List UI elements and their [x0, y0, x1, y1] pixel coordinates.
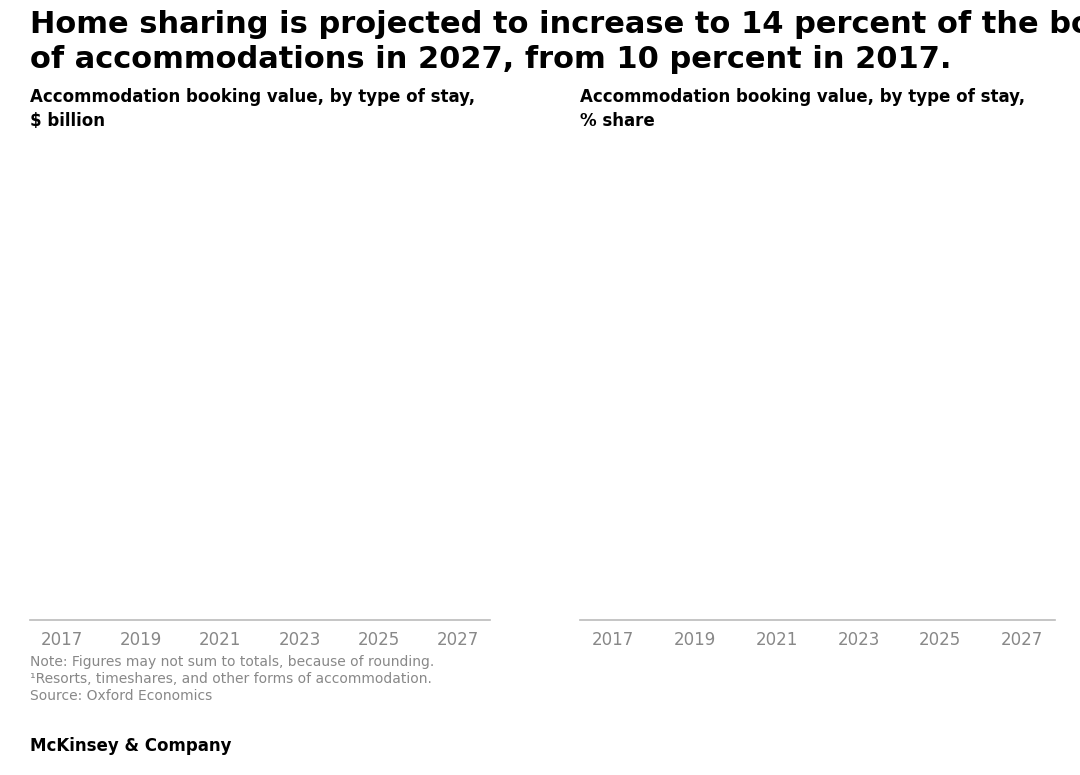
Text: Accommodation booking value, by type of stay,: Accommodation booking value, by type of …	[30, 88, 475, 106]
Text: McKinsey & Company: McKinsey & Company	[30, 737, 231, 755]
Text: Accommodation booking value, by type of stay,: Accommodation booking value, by type of …	[580, 88, 1025, 106]
Text: Home sharing is projected to increase to 14 percent of the booking value
of acco: Home sharing is projected to increase to…	[30, 10, 1080, 74]
Text: % share: % share	[580, 112, 654, 130]
Text: ¹Resorts, timeshares, and other forms of accommodation.: ¹Resorts, timeshares, and other forms of…	[30, 672, 432, 686]
Text: Note: Figures may not sum to totals, because of rounding.: Note: Figures may not sum to totals, bec…	[30, 655, 434, 669]
Text: $ billion: $ billion	[30, 112, 105, 130]
Text: Source: Oxford Economics: Source: Oxford Economics	[30, 689, 213, 703]
